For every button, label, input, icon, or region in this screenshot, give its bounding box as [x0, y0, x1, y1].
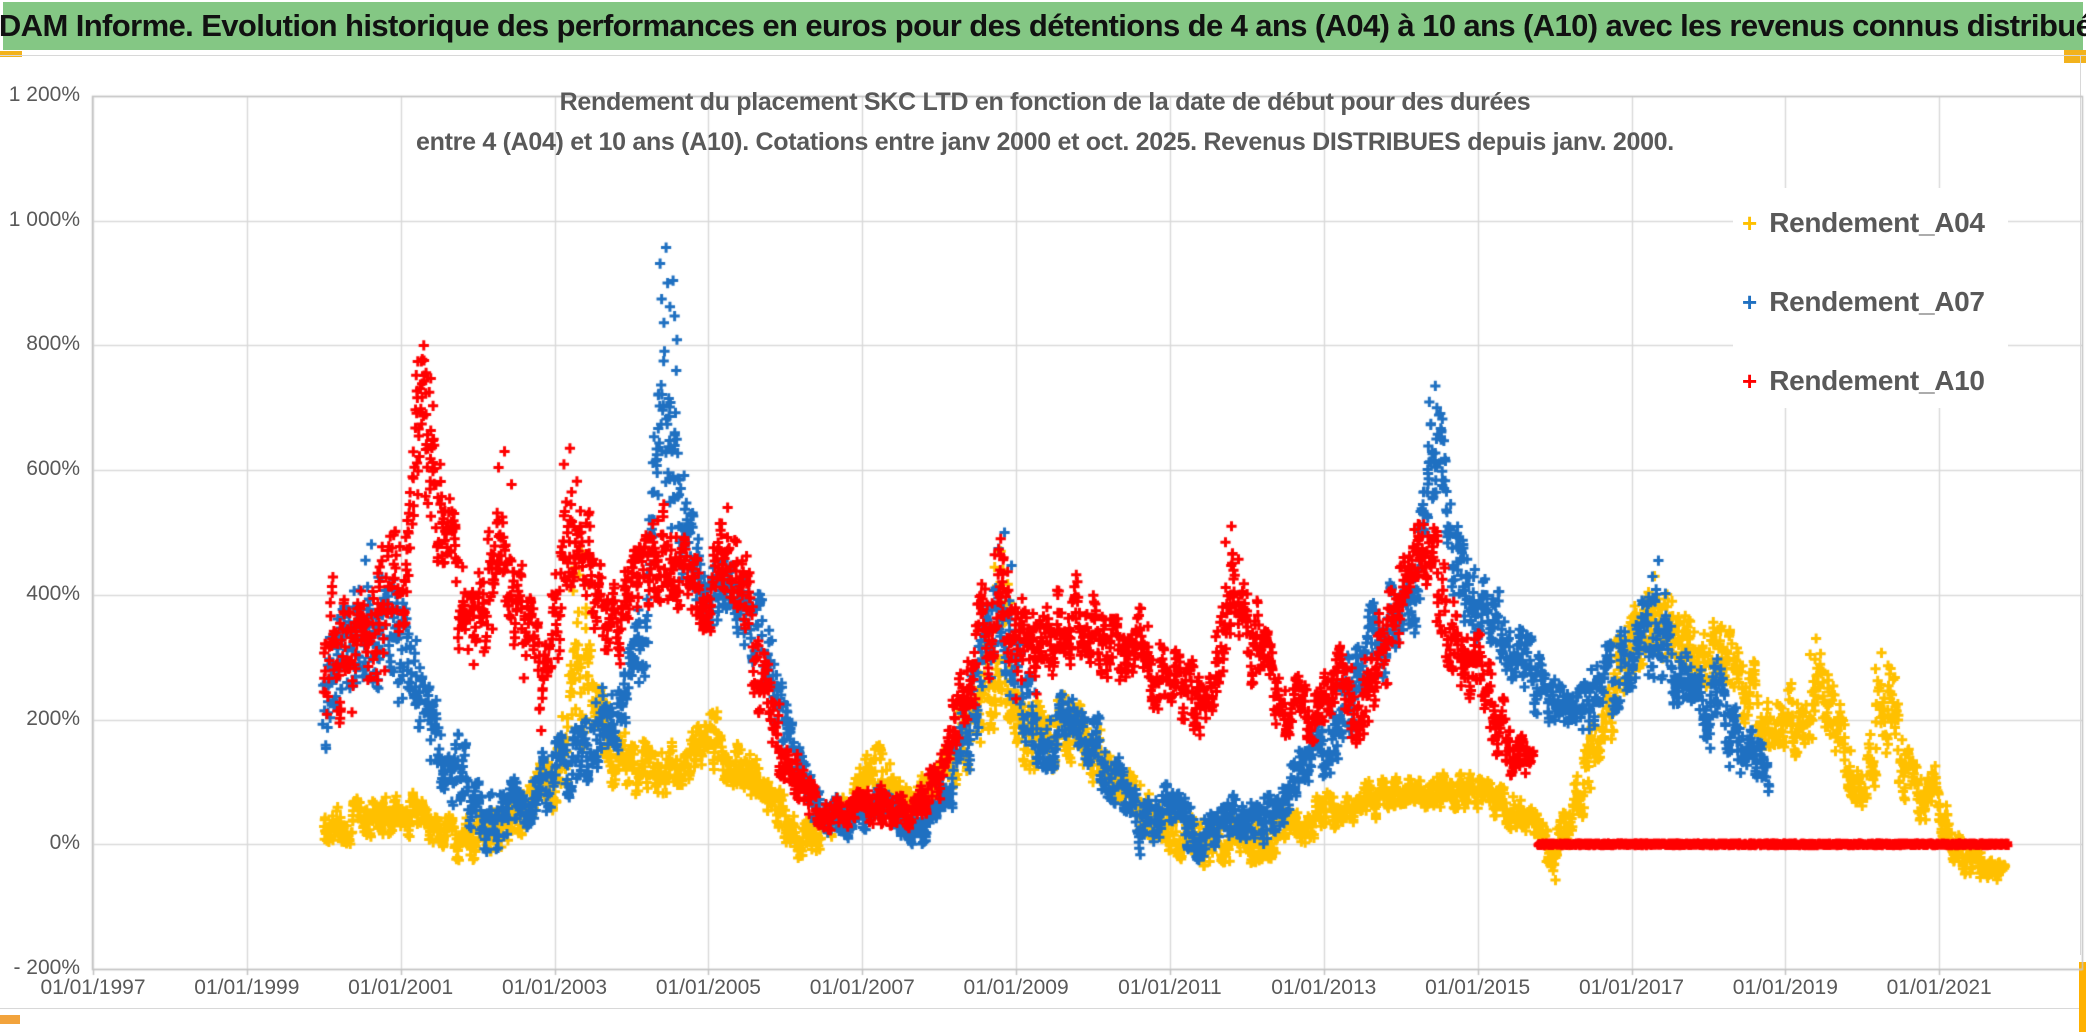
legend-label: Rendement_A07 [1769, 286, 1985, 317]
legend-label: Rendement_A04 [1769, 207, 1985, 238]
x-axis-tick-label: 01/01/2003 [501, 976, 608, 999]
x-axis-tick-label: 01/01/2015 [1425, 976, 1531, 999]
legend-item-rendement_a07[interactable]: + Rendement_A07 [1742, 280, 2022, 324]
y-axis-tick-label: 600% [26, 457, 80, 481]
x-axis-tick-label: 01/01/2017 [1578, 976, 1685, 999]
x-axis-tick-label: 01/01/2021 [1886, 976, 1992, 999]
chart-title: Rendement du placement SKC LTD en foncti… [290, 82, 1800, 162]
y-axis-tick-label: 800% [26, 332, 80, 356]
legend-marker-plus-icon: + [1742, 208, 1758, 238]
legend-item-rendement_a04[interactable]: + Rendement_A04 [1742, 201, 2022, 245]
chart-title-line2: entre 4 (A04) et 10 ans (A10). Cotations… [416, 128, 1674, 156]
legend-marker-plus-icon: + [1742, 287, 1758, 317]
x-axis-tick-label: 01/01/2007 [809, 976, 915, 999]
x-axis-tick-label: 01/01/2005 [655, 976, 761, 999]
x-axis-tick-label: 01/01/1999 [194, 976, 300, 999]
y-axis-tick-label: - 200% [13, 956, 80, 979]
x-axis-tick-label: 01/01/2019 [1732, 976, 1838, 999]
y-axis-tick-label: 200% [26, 706, 80, 730]
y-axis-tick-label: 1 000% [8, 207, 80, 231]
y-axis-tick-label: 400% [26, 581, 80, 605]
x-axis-tick-label: 01/01/1997 [40, 976, 146, 999]
y-axis-tick-label: 1 200% [8, 83, 80, 106]
x-axis-tick-label: 01/01/2011 [1118, 976, 1222, 999]
chart-title-line1: Rendement du placement SKC LTD en foncti… [559, 88, 1531, 116]
x-axis-tick-label: 01/01/2009 [963, 976, 1069, 999]
legend-item-rendement_a10[interactable]: + Rendement_A10 [1742, 359, 2022, 403]
x-axis-tick-label: 01/01/2013 [1271, 976, 1377, 999]
y-axis-tick-label: 0% [49, 831, 80, 855]
x-axis-tick-label: 01/01/2001 [348, 976, 454, 999]
legend-label: Rendement_A10 [1769, 365, 1985, 396]
legend-background [1733, 188, 2008, 408]
legend-marker-plus-icon: + [1742, 366, 1758, 396]
